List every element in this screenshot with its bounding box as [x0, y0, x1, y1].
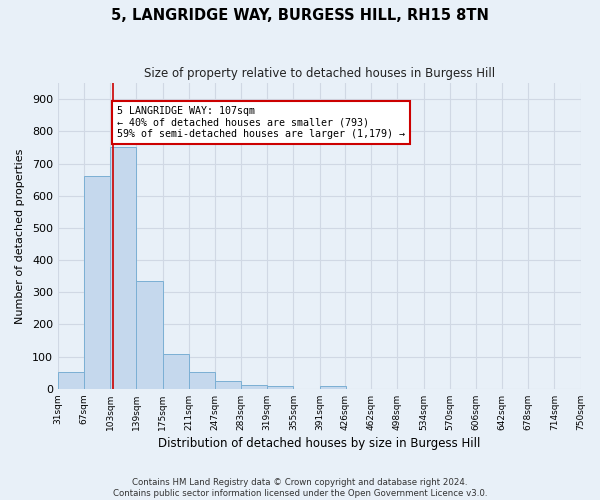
Bar — [267, 386, 293, 389]
Y-axis label: Number of detached properties: Number of detached properties — [15, 148, 25, 324]
Bar — [189, 372, 215, 389]
Bar — [241, 385, 267, 389]
Text: 5, LANGRIDGE WAY, BURGESS HILL, RH15 8TN: 5, LANGRIDGE WAY, BURGESS HILL, RH15 8TN — [111, 8, 489, 22]
Bar — [110, 148, 136, 389]
X-axis label: Distribution of detached houses by size in Burgess Hill: Distribution of detached houses by size … — [158, 437, 481, 450]
Bar — [136, 281, 163, 389]
Bar — [163, 354, 189, 389]
Title: Size of property relative to detached houses in Burgess Hill: Size of property relative to detached ho… — [143, 68, 495, 80]
Bar — [58, 372, 84, 389]
Text: 5 LANGRIDGE WAY: 107sqm
← 40% of detached houses are smaller (793)
59% of semi-d: 5 LANGRIDGE WAY: 107sqm ← 40% of detache… — [117, 106, 405, 139]
Bar — [320, 386, 346, 389]
Text: Contains HM Land Registry data © Crown copyright and database right 2024.
Contai: Contains HM Land Registry data © Crown c… — [113, 478, 487, 498]
Bar — [84, 176, 110, 389]
Bar — [215, 381, 241, 389]
